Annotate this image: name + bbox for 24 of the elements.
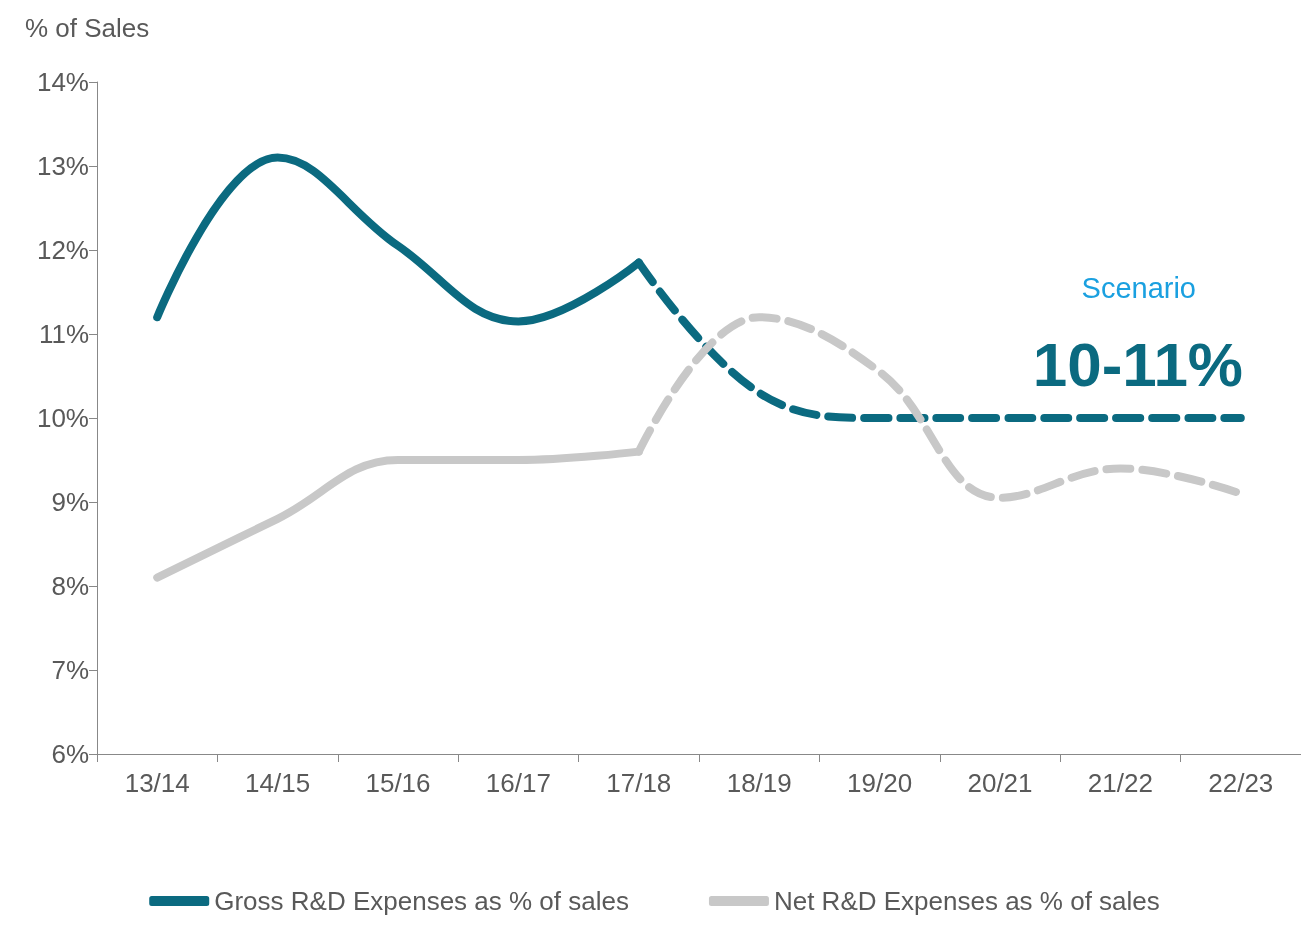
x-tick-label: 13/14 xyxy=(124,768,190,798)
x-tick-label: 22/23 xyxy=(1208,768,1274,798)
y-tick-label: 14% xyxy=(36,67,89,97)
annotation: 10-11% xyxy=(1032,329,1243,399)
y-tick-label: 7% xyxy=(51,655,89,685)
x-tick-label: 16/17 xyxy=(485,768,551,798)
x-tick-label: 14/15 xyxy=(245,768,311,798)
annotation: Scenario xyxy=(1081,271,1197,304)
x-tick-label: 20/21 xyxy=(967,768,1033,798)
y-tick-label: 8% xyxy=(51,571,89,601)
y-axis-title: % of Sales xyxy=(25,13,150,43)
y-tick-label: 12% xyxy=(36,235,89,265)
x-tick-label: 19/20 xyxy=(847,768,913,798)
x-tick-label: 18/19 xyxy=(726,768,792,798)
y-tick-label: 13% xyxy=(36,151,89,181)
y-tick-label: 9% xyxy=(51,487,89,517)
legend-label: Net R&D Expenses as % of sales xyxy=(773,886,1160,916)
x-tick-label: 17/18 xyxy=(606,768,672,798)
y-tick-label: 11% xyxy=(38,319,89,349)
y-tick-label: 6% xyxy=(51,739,89,769)
y-tick-label: 10% xyxy=(36,403,89,433)
legend-label: Gross R&D Expenses as % of sales xyxy=(214,886,629,916)
x-tick-label: 15/16 xyxy=(365,768,431,798)
x-tick-label: 21/22 xyxy=(1087,768,1153,798)
